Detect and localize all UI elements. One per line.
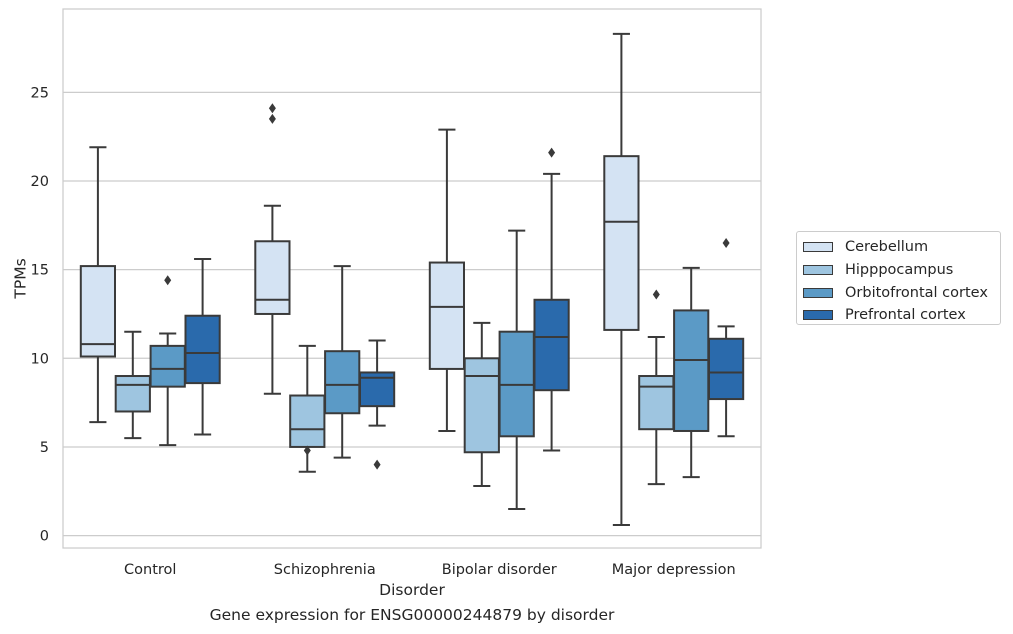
box-iqr [324, 350, 361, 415]
legend-item-prefrontal-cortex: Prefrontal cortex [803, 304, 994, 327]
box-iqr [428, 261, 466, 370]
x-tick-label: Control [124, 562, 176, 578]
box-iqr [707, 337, 745, 401]
box-prefrontal-cortex [358, 339, 396, 470]
x-axis-label: Disorder [379, 581, 445, 599]
box-hipppocampus [463, 321, 500, 487]
box-iqr [114, 375, 151, 413]
legend-swatch [803, 310, 833, 321]
outlier-point [268, 103, 276, 114]
box-iqr [79, 265, 117, 358]
box-orbitofrontal-cortex [498, 229, 535, 510]
x-tick-label: Major depression [612, 562, 736, 578]
y-tick-label: 10 [31, 351, 49, 367]
legend-swatch [803, 265, 833, 276]
y-tick-label: 15 [31, 263, 49, 279]
box-prefrontal-cortex [533, 147, 570, 452]
box-iqr [603, 155, 640, 331]
box-hipppocampus [114, 330, 151, 440]
box-iqr [533, 298, 570, 392]
legend-label: Prefrontal cortex [845, 307, 966, 324]
outlier-point [548, 147, 556, 158]
box-iqr [149, 344, 186, 388]
box-orbitofrontal-cortex [324, 265, 361, 459]
legend-item-orbitofrontal-cortex: Orbitofrontal cortex [803, 281, 994, 304]
legend-swatch [803, 242, 833, 253]
box-prefrontal-cortex [184, 257, 221, 436]
box-cerebellum [254, 103, 291, 395]
x-tick-label: Bipolar disorder [442, 562, 557, 578]
box-iqr [463, 357, 500, 454]
box-prefrontal-cortex [707, 238, 745, 438]
legend-item-cerebellum: Cerebellum [803, 236, 994, 259]
y-tick-label: 20 [31, 174, 49, 190]
y-tick-label: 0 [40, 529, 49, 545]
legend-swatch [803, 287, 833, 298]
chart-caption: Gene expression for ENSG00000244879 by d… [209, 606, 615, 624]
box-iqr [184, 314, 221, 385]
outlier-point [652, 289, 660, 300]
legend-label: Cerebellum [845, 239, 929, 256]
outlier-point [268, 113, 276, 124]
box-orbitofrontal-cortex [149, 275, 186, 447]
box-iqr [673, 309, 710, 432]
legend-item-hippocampus: Hipppocampus [803, 259, 994, 282]
box-iqr [254, 240, 291, 315]
y-tick-label: 25 [31, 85, 49, 101]
x-tick-label: Schizophrenia [274, 562, 376, 578]
y-tick-label: 5 [40, 440, 49, 456]
box-hipppocampus [289, 344, 326, 473]
box-cerebellum [603, 32, 640, 526]
box-layer [79, 32, 745, 526]
legend-label: Hipppocampus [845, 262, 954, 279]
box-orbitofrontal-cortex [673, 266, 710, 479]
legend-label: Orbitofrontal cortex [845, 284, 988, 301]
plot-frame [62, 8, 762, 549]
outlier-point [164, 275, 172, 286]
box-hipppocampus [638, 289, 675, 486]
box-iqr [289, 394, 326, 448]
y-axis-label: TPMs [11, 258, 29, 299]
box-cerebellum [428, 128, 466, 432]
outlier-point [722, 238, 730, 249]
outlier-point [373, 459, 381, 470]
outlier-point [303, 445, 311, 456]
box-cerebellum [79, 146, 117, 424]
tick-labels: 0 5 10 15 20 25 Control Schizophrenia Bipolar di… [31, 85, 736, 578]
box-iqr [638, 375, 675, 431]
legend: Cerebellum Hipppocampus Orbitofrontal co… [796, 231, 1001, 325]
